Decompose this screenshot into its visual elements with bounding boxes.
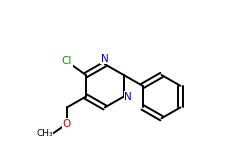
Text: N: N (124, 92, 132, 102)
Text: O: O (63, 119, 71, 129)
Text: N: N (101, 54, 109, 63)
Text: CH₃: CH₃ (36, 129, 53, 138)
Text: N: N (101, 54, 109, 63)
Text: N: N (124, 92, 132, 102)
Text: CH₃: CH₃ (36, 129, 53, 138)
Text: Cl: Cl (62, 57, 72, 66)
Text: Cl: Cl (62, 57, 72, 66)
Text: O: O (63, 119, 71, 129)
